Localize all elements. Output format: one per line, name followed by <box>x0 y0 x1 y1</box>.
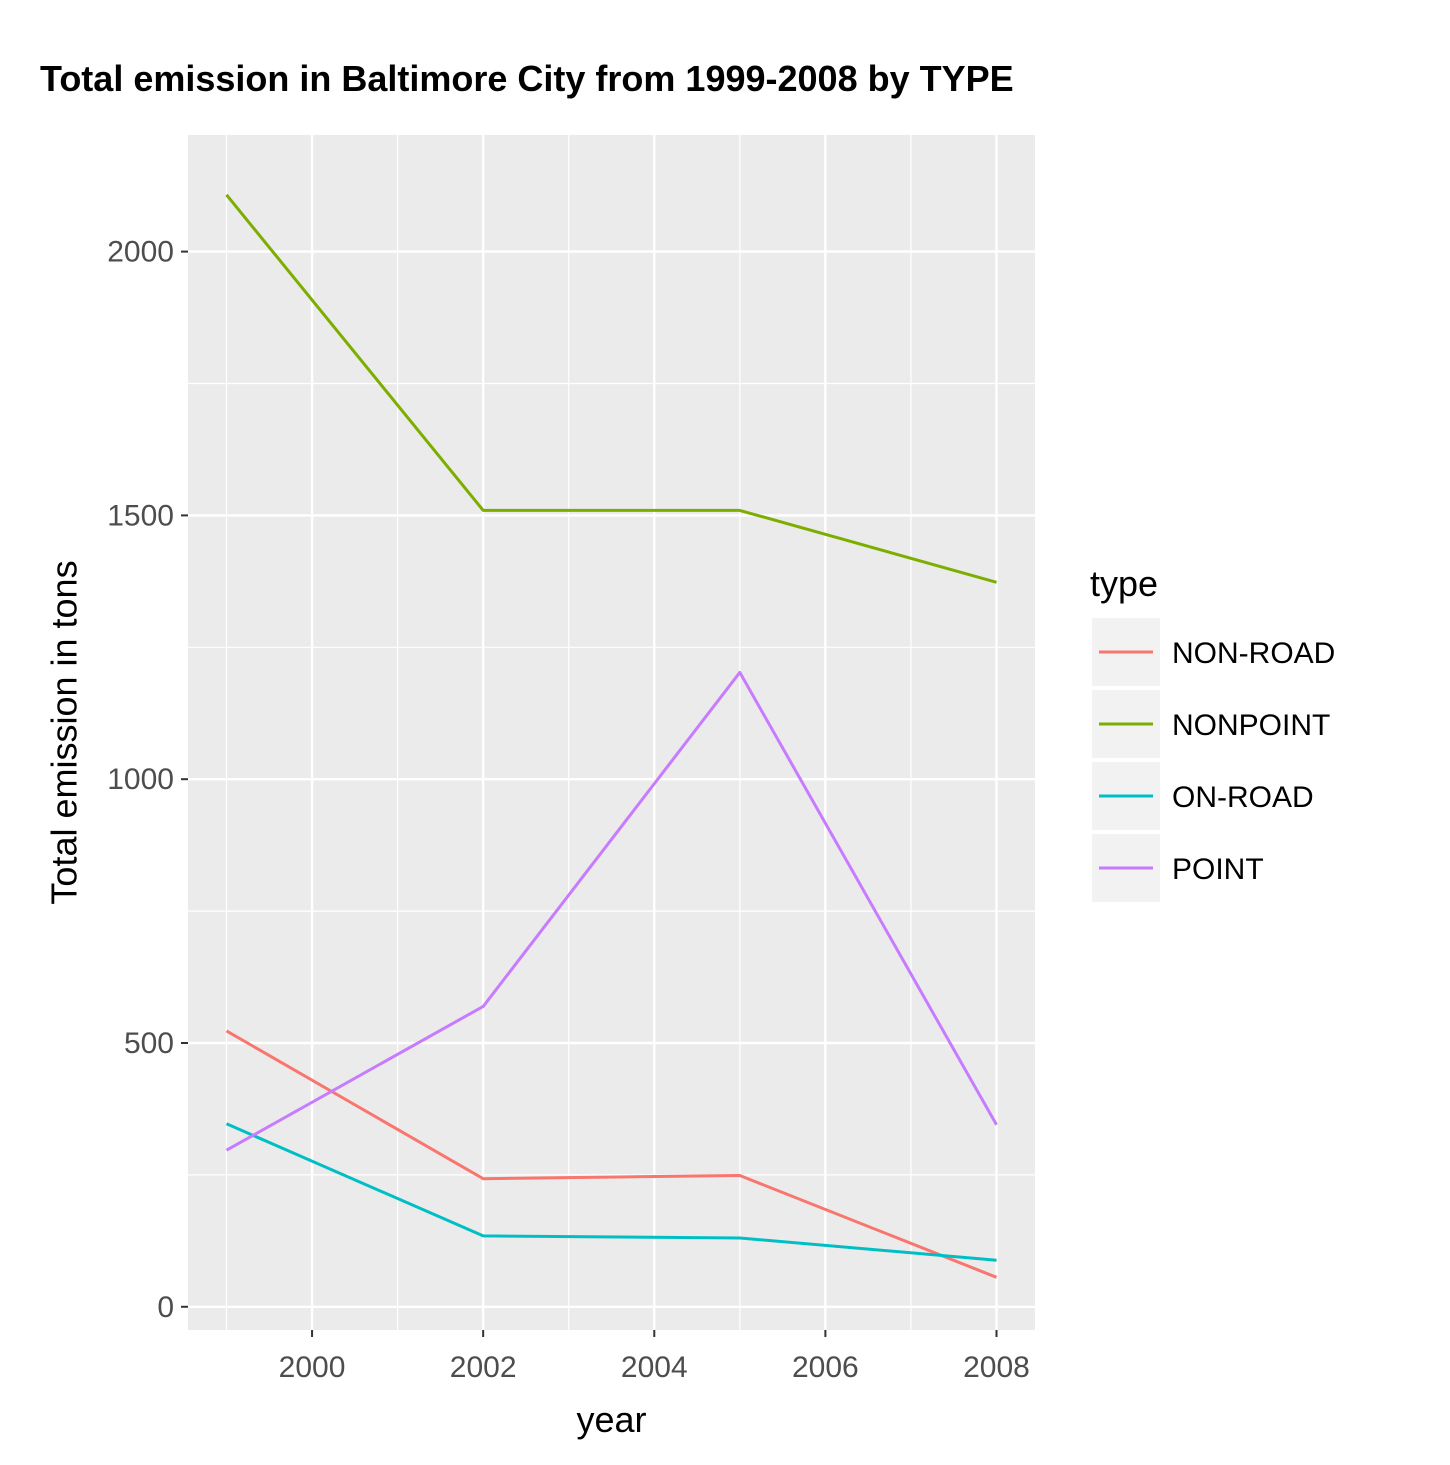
y-tick-label: 1000 <box>107 763 174 796</box>
legend: type NON-ROAD NONPOINT ON-ROAD POINT <box>1090 563 1335 902</box>
x-axis-title: year <box>576 1399 646 1440</box>
legend-label: NON-ROAD <box>1172 637 1335 670</box>
panel-background <box>188 135 1035 1330</box>
y-tick-label: 2000 <box>107 236 174 269</box>
legend-title: type <box>1090 563 1158 604</box>
series-line-non-road <box>225 1029 998 1279</box>
series-line-on-road <box>225 1122 997 1262</box>
series-lines <box>225 193 998 1279</box>
x-tick-label: 2000 <box>279 1351 346 1384</box>
y-tick-label: 0 <box>157 1291 174 1324</box>
x-tick-label: 2004 <box>621 1351 688 1384</box>
y-axis-title: Total emission in tons <box>44 560 85 904</box>
series-line-point <box>225 670 998 1152</box>
x-tick-label: 2008 <box>963 1351 1030 1384</box>
chart-title: Total emission in Baltimore City from 19… <box>40 58 1014 99</box>
legend-label: POINT <box>1172 853 1264 886</box>
x-tick-label: 2006 <box>792 1351 859 1384</box>
plot-panel <box>188 135 1035 1330</box>
legend-label: NONPOINT <box>1172 709 1330 742</box>
legend-label: ON-ROAD <box>1172 781 1314 814</box>
axes: 0 500 1000 1500 2000 2000 2002 2004 2006 2008 <box>107 236 1030 1384</box>
series-line-nonpoint <box>225 193 997 584</box>
x-tick-label: 2002 <box>450 1351 517 1384</box>
y-tick-label: 1500 <box>107 499 174 532</box>
y-tick-label: 500 <box>124 1027 174 1060</box>
